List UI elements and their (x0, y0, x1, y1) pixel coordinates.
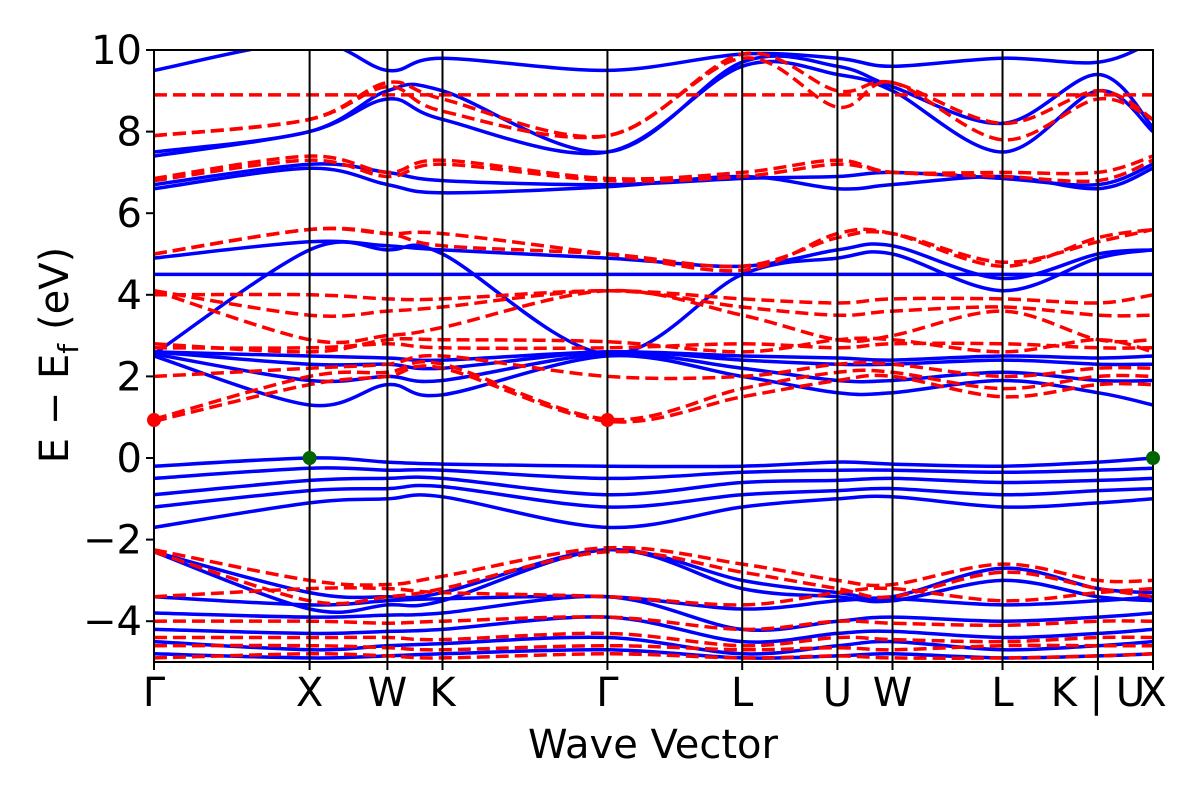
band-edge-marker-2 (302, 451, 317, 465)
dashed-band-line-5 (154, 545, 1153, 588)
dashed-band-line-20 (154, 51, 1153, 139)
x-tick-label-5: L (731, 670, 754, 716)
dashed-band-line-2 (154, 631, 1153, 648)
y-axis-label-main: E − E (32, 354, 78, 464)
y-axis-label-subscript: f (52, 343, 85, 354)
solid-band-line-13 (154, 352, 1153, 384)
dashed-band-line-18 (154, 154, 1153, 181)
plot-area (154, 50, 1153, 660)
dashed-band-line-6 (154, 549, 1153, 606)
x-tick-label-9: K | U (1051, 670, 1145, 716)
y-tick-label-5: 6 (117, 191, 142, 237)
y-tick-label-7: 10 (91, 28, 142, 74)
dashed-band-line-12 (154, 288, 1153, 305)
x-tick-label-1: X (296, 670, 323, 716)
solid-band-line-4 (154, 594, 1153, 611)
dashed-band-line-3 (154, 615, 1153, 632)
x-tick-label-7: W (873, 670, 913, 716)
y-axis-label-unit: (eV) (32, 247, 78, 330)
solid-band-line-21 (154, 59, 1153, 158)
dashed-band-line-16 (154, 226, 1153, 269)
y-tick-label-1: −2 (83, 518, 142, 564)
dashed-band-line-17 (154, 158, 1153, 184)
x-tick-label-6: U (823, 670, 852, 716)
solid-band-line-12 (154, 353, 1153, 408)
band-edge-marker-1 (600, 413, 615, 428)
solid-band-line-23 (154, 50, 1141, 73)
solid-band-line-5 (154, 548, 1153, 600)
dashed-band-line-14 (154, 288, 1153, 345)
dashed-band-line-1 (154, 643, 1153, 652)
solid-band-line-8 (154, 483, 1153, 509)
y-tick-label-0: −4 (83, 599, 142, 645)
dashed-band-line-4 (154, 586, 1153, 607)
band-edge-marker-0 (147, 413, 161, 428)
y-tick-label-6: 8 (117, 110, 142, 156)
dashed-band-line-11 (154, 336, 1153, 354)
solid-band-line-18 (154, 239, 1153, 281)
dashed-band-line-19 (154, 56, 1153, 142)
solid-band-line-3 (154, 594, 1153, 633)
x-tick-label-8: L (991, 670, 1014, 716)
dashed-band-line-0 (154, 652, 1153, 660)
solid-band-line-2 (154, 615, 1153, 644)
y-tick-label-3: 2 (117, 354, 142, 400)
solid-band-line-22 (154, 54, 1153, 154)
solid-band-line-11 (154, 456, 1153, 469)
dashed-band-line-8 (154, 360, 1153, 422)
dashed-band-line-9 (154, 353, 1153, 381)
x-tick-label-0: Γ (143, 670, 166, 716)
solid-band-line-10 (154, 466, 1153, 481)
dashed-band-line-15 (154, 226, 1153, 273)
solid-band-line-7 (154, 493, 1153, 530)
axes-frame (153, 49, 1154, 663)
dashed-band-line-7 (154, 364, 1153, 424)
solid-band-line-1 (154, 635, 1153, 656)
solid-band-line-15 (154, 350, 1153, 363)
y-tick-labels: −4 −2 0 2 4 6 8 10 (83, 28, 154, 645)
x-tick-label-4: Γ (596, 670, 619, 716)
dashed-band-line-13 (154, 288, 1153, 318)
plot-border (153, 49, 1154, 663)
y-tick-label-4: 4 (117, 273, 142, 319)
y-axis-label: E − Ef (eV) (32, 247, 85, 464)
x-tick-label-2: W (368, 670, 408, 716)
band-edge-marker-3 (1146, 451, 1160, 465)
y-tick-label-2: 0 (117, 436, 142, 482)
x-tick-label-10: X (1139, 670, 1166, 716)
x-tick-label-3: K (429, 670, 457, 716)
solid-band-line-9 (154, 475, 1153, 497)
x-axis-label: Wave Vector (528, 722, 779, 768)
